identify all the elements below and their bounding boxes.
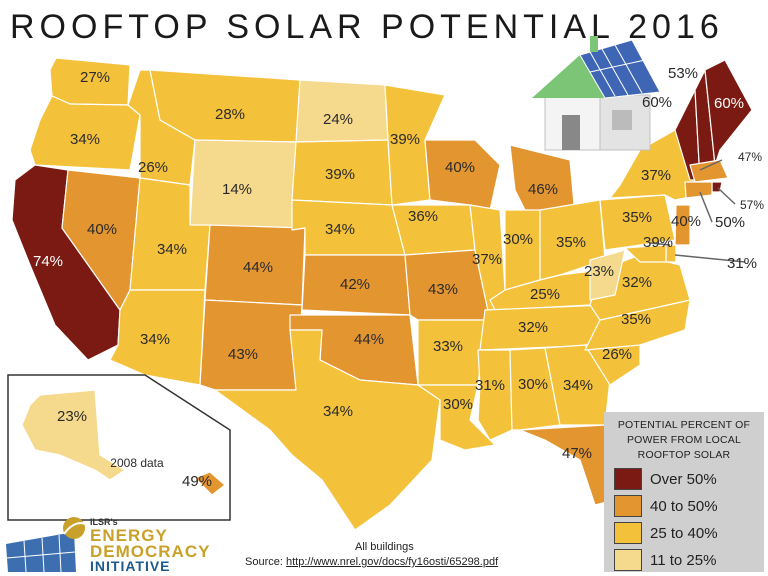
label-HI: 49% — [182, 473, 212, 490]
label-UT: 34% — [157, 241, 187, 258]
state-HI — [194, 471, 226, 496]
legend-item: Over 50% — [610, 468, 758, 490]
energy-democracy-logo — [6, 517, 87, 573]
legend-item: 25 to 40% — [610, 522, 758, 544]
label-KS: 42% — [340, 276, 370, 293]
label-MO: 43% — [428, 281, 458, 298]
label-MI: 46% — [528, 181, 558, 198]
label-LA: 30% — [443, 396, 473, 413]
state-NJ — [674, 204, 691, 246]
label-MT: 28% — [215, 106, 245, 123]
label-MA: 47% — [738, 150, 762, 164]
state-OH — [539, 199, 606, 281]
label-MN: 39% — [390, 131, 420, 148]
label-AZ: 34% — [140, 331, 170, 348]
label-VT: 60% — [642, 94, 672, 111]
map-title: ROOFTOP SOLAR POTENTIAL 2016 — [10, 8, 724, 46]
logo-line-3: INITIATIVE — [90, 558, 171, 574]
label-TN: 32% — [518, 319, 548, 336]
legend-label: 11 to 25% — [650, 551, 717, 569]
label-IN: 30% — [503, 231, 533, 248]
label-ME: 60% — [714, 95, 744, 112]
state-AL — [509, 347, 561, 431]
label-KY: 25% — [530, 286, 560, 303]
label-WY: 14% — [222, 181, 252, 198]
footer-source: Source: http://www.nrel.gov/docs/fy16ost… — [245, 556, 498, 568]
logo-line-2: DEMOCRACY — [90, 542, 211, 561]
label-NJ: 40% — [671, 213, 701, 230]
label-NH: 53% — [668, 65, 698, 82]
label-NM: 43% — [228, 346, 258, 363]
legend-label: Over 50% — [650, 470, 717, 488]
legend: POTENTIAL PERCENT OF POWER FROM LOCAL RO… — [604, 412, 764, 572]
label-OR: 34% — [70, 131, 100, 148]
label-RI: 57% — [740, 198, 764, 212]
label-AK: 23% — [57, 408, 87, 425]
legend-swatch — [614, 495, 642, 517]
label-AL: 30% — [518, 376, 548, 393]
footer-note: All buildings — [355, 541, 414, 553]
label-OH: 35% — [556, 234, 586, 251]
label-TX: 34% — [323, 403, 353, 420]
legend-label: 40 to 50% — [650, 497, 718, 515]
label-WI: 40% — [445, 159, 475, 176]
solar-house-icon — [532, 36, 661, 151]
legend-item: 11 to 25% — [610, 549, 758, 571]
state-MA — [689, 159, 729, 183]
legend-label: 25 to 40% — [650, 524, 718, 542]
label-FL: 47% — [562, 445, 592, 462]
label-MD: 31% — [727, 255, 757, 272]
label-MS: 31% — [475, 377, 505, 394]
state-AK — [21, 389, 126, 481]
label-WA: 27% — [80, 69, 110, 86]
state-ME — [704, 59, 753, 166]
label-PA: 35% — [622, 209, 652, 226]
legend-swatch — [614, 549, 642, 571]
label-IA: 36% — [408, 208, 438, 225]
label-WV: 23% — [584, 263, 614, 280]
state-CT — [684, 181, 713, 199]
inset-note: 2008 data — [110, 456, 164, 470]
logo-subtitle: ILSR's — [90, 517, 118, 527]
label-CA: 74% — [33, 253, 63, 270]
label-NY: 37% — [641, 167, 671, 184]
source-link[interactable]: http://www.nrel.gov/docs/fy16osti/65298.… — [285, 556, 499, 568]
label-OK: 44% — [354, 331, 384, 348]
state-MD — [624, 244, 667, 263]
state-MS — [477, 349, 513, 441]
legend-item: 40 to 50% — [610, 495, 758, 517]
label-GA: 34% — [563, 377, 593, 394]
legend-swatch — [614, 522, 642, 544]
label-DE: 39% — [643, 234, 673, 251]
label-CO: 44% — [243, 259, 273, 276]
state-IN — [504, 209, 541, 291]
label-CT: 50% — [715, 214, 745, 231]
state-WV — [589, 249, 626, 301]
source-prefix: Source: — [245, 556, 286, 568]
legend-swatch — [614, 468, 642, 490]
label-VA: 32% — [622, 274, 652, 291]
label-NV: 40% — [87, 221, 117, 238]
state-GA — [544, 344, 611, 426]
state-TX — [214, 329, 441, 531]
label-NE: 34% — [325, 221, 355, 238]
label-IL: 37% — [472, 251, 502, 268]
label-ND: 24% — [323, 111, 353, 128]
label-NC: 35% — [621, 311, 651, 328]
state-LA — [417, 384, 496, 451]
logo-line-1: ENERGY — [90, 526, 168, 545]
leader-lines — [649, 159, 746, 263]
legend-title: POTENTIAL PERCENT OF POWER FROM LOCAL RO… — [617, 419, 751, 461]
label-SD: 39% — [325, 166, 355, 183]
label-ID: 26% — [138, 159, 168, 176]
label-AR: 33% — [433, 338, 463, 355]
state-OR — [29, 95, 141, 171]
label-SC: 26% — [602, 346, 632, 363]
